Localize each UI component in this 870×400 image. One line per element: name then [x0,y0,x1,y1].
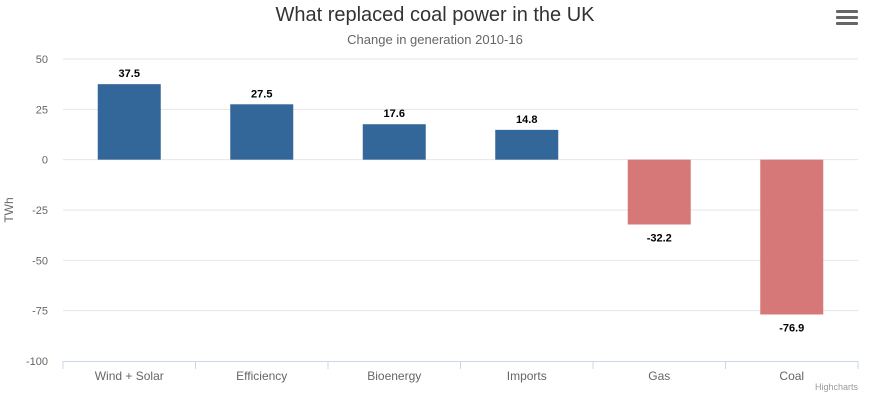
bar[interactable] [760,159,824,315]
y-tick-label: -25 [32,205,48,217]
data-label: 27.5 [251,88,272,100]
chart-subtitle: Change in generation 2010-16 [347,32,523,47]
x-tick-label: Gas [648,369,670,383]
y-tick-label: 0 [42,155,48,167]
data-label: -32.2 [647,232,672,244]
data-label: -76.9 [779,322,804,334]
grid-lines [63,58,858,312]
hamburger-menu-icon [836,10,858,13]
x-tick-label: Imports [507,369,547,383]
bar[interactable] [230,104,294,160]
context-menu-button[interactable] [836,10,858,28]
y-axis-ticks: 50 25 0 -25 -50 -75 -100 [26,54,48,368]
y-tick-label: 50 [36,54,48,66]
y-tick-label: -100 [26,356,48,368]
y-tick-label: -50 [32,255,48,267]
y-axis-label: TWh [2,197,16,222]
bar-series [97,84,824,315]
bar[interactable] [495,129,559,160]
chart-title: What replaced coal power in the UK [275,4,595,26]
data-label: 14.8 [516,114,537,126]
data-label: 17.6 [384,108,405,120]
y-tick-label: -75 [32,306,48,318]
data-labels: 37.5 27.5 17.6 14.8 -32.2 -76.9 [119,68,805,334]
bar[interactable] [97,84,161,160]
bar[interactable] [627,159,691,225]
x-axis: Wind + Solar Efficiency Bioenergy Imports Ga… [62,361,859,383]
x-tick-label: Bioenergy [367,369,421,383]
x-tick-label: Coal [779,369,804,383]
x-tick-label: Wind + Solar [95,369,164,383]
y-tick-label: 25 [36,104,48,116]
bar[interactable] [362,124,426,160]
x-tick-label: Efficiency [236,369,287,383]
credits-link[interactable]: Highcharts [814,382,858,392]
data-label: 37.5 [119,68,140,80]
